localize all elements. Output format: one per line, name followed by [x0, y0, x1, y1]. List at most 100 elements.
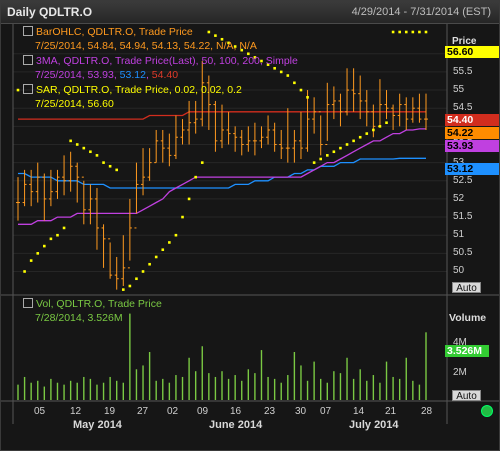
- sar-dot: [220, 37, 224, 41]
- sar-dot: [299, 88, 303, 92]
- volume-bars: [17, 313, 427, 400]
- sar-dot: [16, 88, 20, 92]
- legend-sar-toggle[interactable]: [23, 84, 33, 94]
- sar-dot: [279, 70, 283, 74]
- sar-dot: [75, 143, 79, 146]
- sar-dot: [43, 244, 46, 248]
- price-label: 52.5: [453, 174, 473, 186]
- volume-axis-title: Volume: [449, 312, 487, 324]
- price-axis-title: Price: [452, 36, 477, 47]
- sar-dot: [181, 215, 184, 219]
- chart-title: Daily QDLTR.O: [7, 5, 93, 19]
- x-day-label: 14: [353, 406, 365, 417]
- sar-dot: [365, 132, 369, 135]
- price-tag: 54.22: [445, 127, 499, 139]
- sar-dot: [82, 146, 86, 150]
- sar-dot: [372, 128, 375, 132]
- x-day-label: 30: [295, 406, 307, 417]
- sar-dot: [293, 81, 296, 85]
- ma50-line: [18, 128, 426, 225]
- price-label: 51.5: [453, 211, 473, 223]
- sar-dot: [411, 30, 415, 34]
- sar-dot: [62, 226, 66, 230]
- price-chart-area[interactable]: [1, 24, 499, 426]
- date-range: 4/29/2014 - 7/31/2014 (EST): [351, 6, 491, 18]
- sar-dot: [56, 233, 59, 237]
- sar-dot: [194, 175, 197, 179]
- legend-ma-line1: 3MA, QDLTR.O, Trade Price(Last), 50, 100…: [36, 55, 298, 67]
- sar-dot: [266, 63, 270, 66]
- x-day-label: 19: [104, 406, 116, 417]
- x-day-label: 09: [197, 406, 209, 417]
- volume-auto-button[interactable]: Auto: [452, 390, 481, 402]
- x-month-label: July 2014: [349, 419, 399, 431]
- sar-dot: [141, 270, 145, 273]
- sar-dot: [108, 164, 112, 168]
- price-tag: 56.60: [445, 46, 499, 58]
- x-month-label: June 2014: [209, 419, 263, 431]
- price-label: 55: [453, 84, 465, 96]
- legend-ma-date: 7/25/2014,: [35, 69, 88, 81]
- sar-dot: [233, 45, 237, 48]
- sar-dot: [207, 30, 211, 34]
- price-tag: 54.40: [445, 114, 499, 126]
- sar-dot: [332, 150, 336, 154]
- sar-dot: [227, 41, 230, 45]
- legend-bar-line1: BarOHLC, QDLTR.O, Trade Price: [36, 26, 193, 38]
- sar-dot: [319, 157, 323, 161]
- x-day-label: 23: [264, 406, 276, 417]
- sar-dot: [187, 197, 191, 201]
- sar-dot: [121, 288, 125, 291]
- x-day-label: 21: [385, 406, 397, 417]
- sar-dot: [168, 241, 171, 244]
- sar-dot: [23, 270, 26, 273]
- sar-dot: [174, 233, 178, 237]
- sar-dot: [148, 262, 151, 266]
- price-auto-button[interactable]: Auto: [452, 282, 481, 294]
- price-label: 52: [453, 192, 465, 204]
- volume-tag: 3.526M: [445, 345, 489, 357]
- x-month-label: May 2014: [73, 419, 122, 431]
- sar-dot: [36, 252, 40, 255]
- sar-dot: [102, 161, 105, 164]
- legend-bar-line2: 7/25/2014, 54.84, 54.94, 54.13, 54.22, N…: [35, 40, 257, 52]
- price-label: 50.5: [453, 247, 473, 259]
- price-label: 51: [453, 229, 465, 241]
- x-day-label: 12: [70, 406, 82, 417]
- legend-ma-v200: 54.40: [151, 69, 179, 81]
- connection-status-icon[interactable]: [481, 405, 493, 417]
- x-day-label: 05: [34, 406, 46, 417]
- sar-dot: [214, 34, 217, 37]
- sar-dot: [95, 154, 99, 157]
- legend-sar-line2: 7/25/2014, 56.60: [35, 98, 114, 110]
- sar-dot: [306, 96, 309, 99]
- legend-ma-toggle[interactable]: [23, 55, 33, 65]
- price-tag: 53.12: [445, 163, 499, 175]
- sar-dots: [16, 30, 428, 291]
- legend-ma[interactable]: 3MA, QDLTR.O, Trade Price(Last), 50, 100…: [23, 54, 298, 82]
- sar-dot: [260, 59, 263, 63]
- legend-bar[interactable]: BarOHLC, QDLTR.O, Trade Price 7/25/2014,…: [23, 25, 257, 53]
- legend-vol-line1: Vol, QDLTR.O, Trade Price: [36, 298, 162, 310]
- sar-dot: [391, 30, 395, 34]
- legend-vol[interactable]: Vol, QDLTR.O, Trade Price 7/28/2014, 3.5…: [23, 297, 162, 325]
- volume-label-4m: 4M: [453, 337, 467, 348]
- sar-dot: [398, 30, 401, 34]
- sar-dot: [339, 146, 342, 150]
- legend-ma-v100: 53.12: [119, 69, 146, 81]
- sar-dot: [128, 284, 132, 288]
- ohlc-bars: [16, 61, 428, 290]
- sar-dot: [49, 237, 53, 241]
- legend-sar[interactable]: SAR, QDLTR.O, Trade Price, 0.02, 0.02, 0…: [23, 83, 242, 111]
- sar-dot: [273, 66, 276, 70]
- grid: [13, 53, 447, 272]
- legend-bar-toggle[interactable]: [23, 26, 33, 36]
- sar-dot: [29, 259, 33, 262]
- legend-ma-v50: 53.93: [87, 69, 114, 81]
- legend-vol-line2: 7/28/2014, 3.526M: [35, 312, 123, 324]
- legend-vol-toggle[interactable]: [23, 298, 33, 308]
- sar-dot: [69, 139, 72, 143]
- sar-dot: [240, 48, 244, 52]
- sar-dot: [385, 121, 388, 125]
